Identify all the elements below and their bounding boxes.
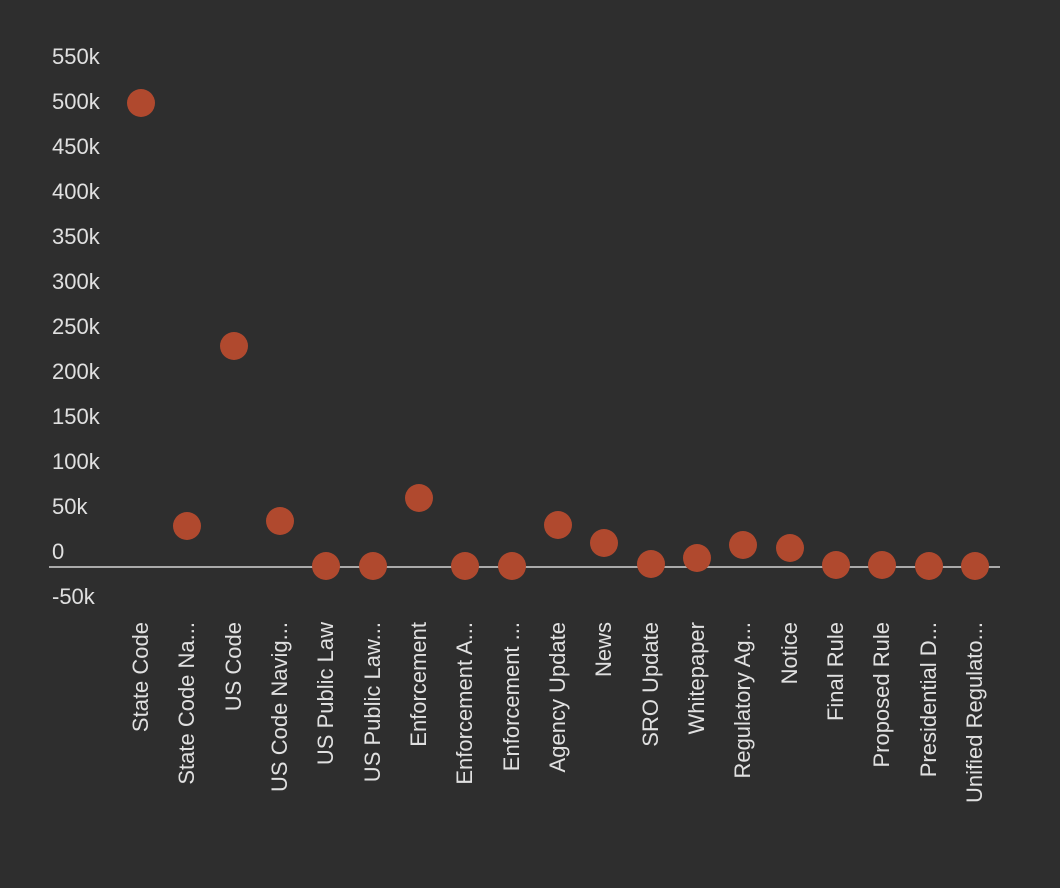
x-axis-label: US Code Navig... [266, 622, 292, 792]
x-axis-label: Enforcement A... [452, 622, 478, 785]
data-point[interactable] [451, 551, 480, 580]
x-axis-label: Whitepaper [683, 622, 709, 735]
data-point[interactable] [543, 511, 572, 540]
x-axis-label: Agency Update [544, 622, 570, 773]
y-axis-tick-label: 400k [52, 178, 100, 204]
data-point[interactable] [636, 550, 665, 579]
x-axis-label: Regulatory Ag... [730, 622, 756, 779]
y-axis-tick-label: 100k [52, 448, 100, 474]
data-point[interactable] [729, 530, 758, 559]
y-axis-tick-label: 450k [52, 133, 100, 159]
x-axis-label: Unified Regulato... [961, 622, 987, 803]
data-point[interactable] [960, 552, 989, 581]
y-axis-tick-label: 50k [52, 493, 88, 519]
data-point[interactable] [682, 544, 711, 573]
x-axis-label: US Public Law [313, 622, 339, 766]
data-point[interactable] [590, 529, 619, 558]
x-axis-label: Presidential D... [915, 622, 941, 778]
data-point[interactable] [868, 551, 897, 580]
x-axis-label: Final Rule [822, 622, 848, 722]
y-axis-tick-label: 250k [52, 313, 100, 339]
x-axis-label: State Code [128, 622, 153, 733]
x-axis-label: US Code [220, 622, 246, 712]
data-point[interactable] [821, 551, 850, 580]
data-point[interactable] [127, 89, 155, 117]
data-point[interactable] [265, 506, 294, 535]
y-axis-tick-label: 0 [52, 538, 65, 564]
y-axis-tick-label: 500k [52, 88, 100, 114]
data-point[interactable] [914, 551, 943, 580]
data-point[interactable] [173, 512, 202, 540]
x-axis-label: State Code Na... [174, 622, 200, 785]
x-axis-label: Enforcement [405, 622, 431, 747]
x-axis-label: SRO Update [637, 622, 663, 747]
y-axis-tick-label: 550k [52, 43, 100, 69]
x-axis-label: US Public Law... [359, 622, 385, 783]
y-axis-tick-label: 200k [52, 358, 100, 384]
data-point[interactable] [358, 552, 387, 581]
x-axis-label: News [591, 622, 617, 678]
data-point[interactable] [404, 484, 433, 513]
data-point[interactable] [497, 551, 526, 580]
y-axis-tick-label: 350k [52, 223, 100, 249]
y-axis-tick-label: 300k [52, 268, 100, 294]
data-point[interactable] [312, 551, 341, 580]
y-axis-tick-label: -50k [52, 583, 95, 609]
y-axis-tick-label: 150k [52, 403, 100, 429]
x-axis-label: Notice [776, 622, 802, 685]
data-point[interactable] [219, 332, 248, 360]
x-axis-label: Enforcement ... [498, 622, 524, 772]
data-point[interactable] [775, 533, 804, 562]
x-axis-label: Proposed Rule [869, 622, 895, 768]
